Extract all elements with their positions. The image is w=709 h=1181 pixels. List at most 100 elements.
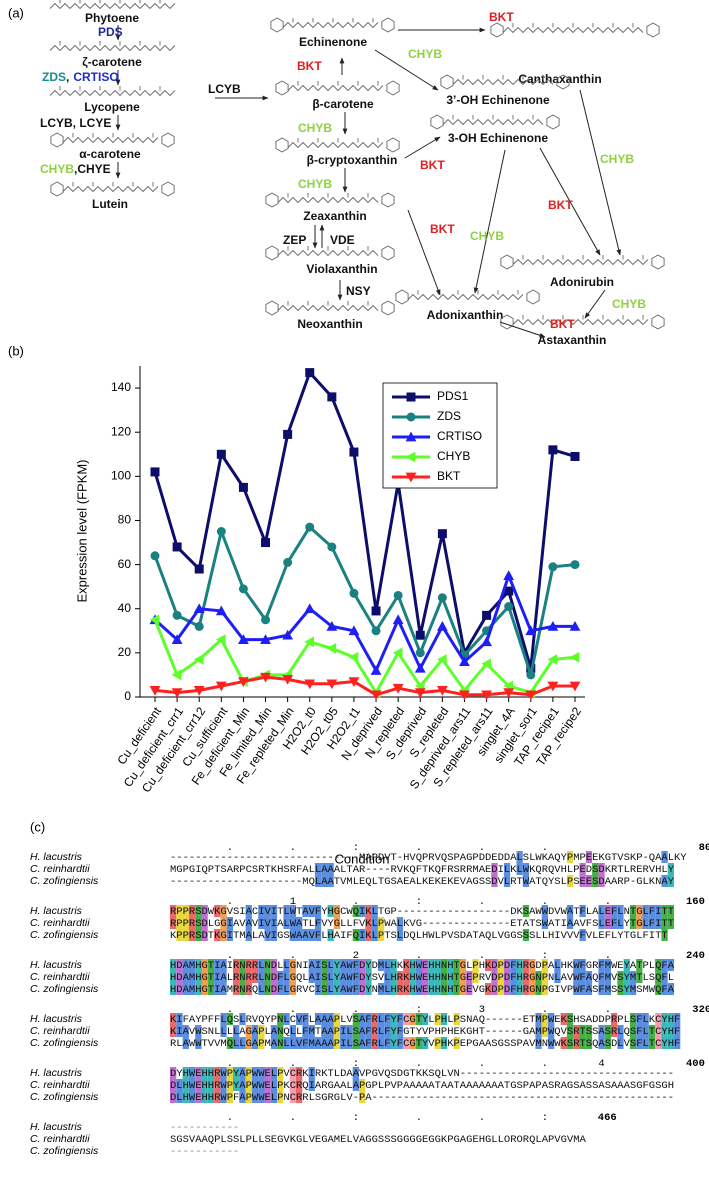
- residue-highlight: [604, 1037, 611, 1049]
- residue-highlight: [434, 971, 441, 983]
- residue-highlight: [365, 983, 372, 995]
- marker: [193, 654, 204, 665]
- chain: [282, 21, 379, 29]
- position-number: 160: [686, 896, 705, 908]
- species-name: C. zofingiensis: [30, 1091, 99, 1103]
- residue-highlight: [428, 971, 435, 983]
- residue-highlight: [182, 905, 189, 917]
- ring: [386, 137, 400, 153]
- enzyme-part: ,CHYE: [74, 162, 111, 176]
- residue-highlight: [566, 917, 574, 929]
- residue-highlight: [226, 1037, 233, 1049]
- residue-highlight: [390, 983, 397, 995]
- residue-highlight: [340, 971, 347, 983]
- residue-highlight: [661, 1025, 668, 1037]
- residue-highlight: [352, 1079, 359, 1091]
- residue-highlight: [661, 875, 668, 887]
- residue-highlight: [314, 917, 322, 929]
- residue-highlight: [220, 929, 227, 941]
- residue-highlight: [321, 983, 328, 995]
- residue-highlight: [409, 959, 416, 971]
- residue-highlight: [579, 1037, 586, 1049]
- residue-highlight: [403, 959, 410, 971]
- marker: [525, 625, 537, 636]
- residue-highlight: [365, 905, 372, 917]
- residue-highlight: [560, 1013, 567, 1025]
- residue-highlight: [333, 971, 341, 983]
- sequence: KIFAYPFFLQSLRVQYPNLCVFLAAAPLVSAFRLFYFCGT…: [170, 1014, 680, 1026]
- enzyme-label: BKT: [548, 198, 573, 212]
- enzyme-label: NSY: [346, 284, 371, 298]
- species-name: H. lacustris: [30, 1121, 83, 1133]
- marker: [436, 620, 448, 631]
- residue-highlight: [176, 1079, 183, 1091]
- residue-highlight: [296, 1079, 303, 1091]
- residue-highlight: [226, 1091, 233, 1103]
- residue-highlight: [245, 1091, 252, 1103]
- marker: [304, 636, 315, 648]
- residue-highlight: [195, 1079, 202, 1091]
- residue-highlight: [188, 971, 196, 983]
- residue-highlight: [289, 1025, 296, 1037]
- series-line: [153, 371, 576, 670]
- residue-highlight: [170, 917, 177, 929]
- residue-highlight: [220, 959, 227, 971]
- residue-highlight: [535, 1037, 542, 1049]
- residue-highlight: [233, 1037, 240, 1049]
- marker: [405, 431, 417, 442]
- conservation-markers: . . : . . :: [170, 1112, 548, 1124]
- residue-highlight: [270, 1091, 278, 1103]
- residue-highlight: [422, 959, 429, 971]
- residue-highlight: [655, 971, 662, 983]
- marker: [349, 447, 359, 457]
- residue-highlight: [516, 959, 523, 971]
- residue-highlight: [566, 1025, 574, 1037]
- species-name: H. lacustris: [30, 959, 83, 971]
- molecule: [49, 0, 176, 10]
- marker: [326, 643, 337, 654]
- residue-highlight: [491, 959, 498, 971]
- residue-highlight: [667, 1037, 674, 1049]
- residue-highlight: [195, 1037, 202, 1049]
- residue-highlight: [327, 1013, 334, 1025]
- residue-highlight: [277, 983, 284, 995]
- molecule: [500, 314, 665, 330]
- residue-highlight: [214, 905, 221, 917]
- marker: [194, 621, 204, 631]
- ring: [490, 22, 504, 38]
- molecule: [50, 181, 175, 197]
- marker: [547, 620, 559, 631]
- marker: [437, 529, 447, 539]
- residue-highlight: [333, 959, 341, 971]
- residue-highlight: [251, 1079, 259, 1091]
- residue-highlight: [226, 929, 233, 941]
- compound-label: β-carotene: [312, 97, 374, 111]
- residue-highlight: [359, 1079, 366, 1091]
- ring: [161, 132, 175, 148]
- marker: [406, 392, 416, 402]
- residue-highlight: [636, 1037, 643, 1049]
- residue-highlight: [422, 983, 429, 995]
- residue-highlight: [258, 983, 265, 995]
- residue-highlight: [207, 971, 215, 983]
- chain: [49, 2, 176, 10]
- marker: [194, 564, 204, 574]
- residue-highlight: [308, 929, 315, 941]
- residue-highlight: [239, 983, 246, 995]
- residue-highlight: [321, 1013, 328, 1025]
- sequence: RPPRSDWKGVSIACIVITLWTAVFYHGCWQIKLTGP----…: [170, 906, 674, 918]
- residue-highlight: [176, 1091, 183, 1103]
- residue-highlight: [314, 929, 322, 941]
- residue-highlight: [220, 1091, 227, 1103]
- compound-label: Echinenone: [299, 35, 367, 49]
- series-line: [153, 574, 575, 673]
- enzyme-label: LCYB, LCYE: [40, 116, 111, 130]
- residue-highlight: [170, 1013, 177, 1025]
- residue-highlight: [264, 917, 271, 929]
- residue-highlight: [604, 905, 611, 917]
- marker: [436, 686, 448, 696]
- residue-highlight: [258, 905, 265, 917]
- molecule: [275, 137, 400, 153]
- residue-highlight: [214, 1079, 221, 1091]
